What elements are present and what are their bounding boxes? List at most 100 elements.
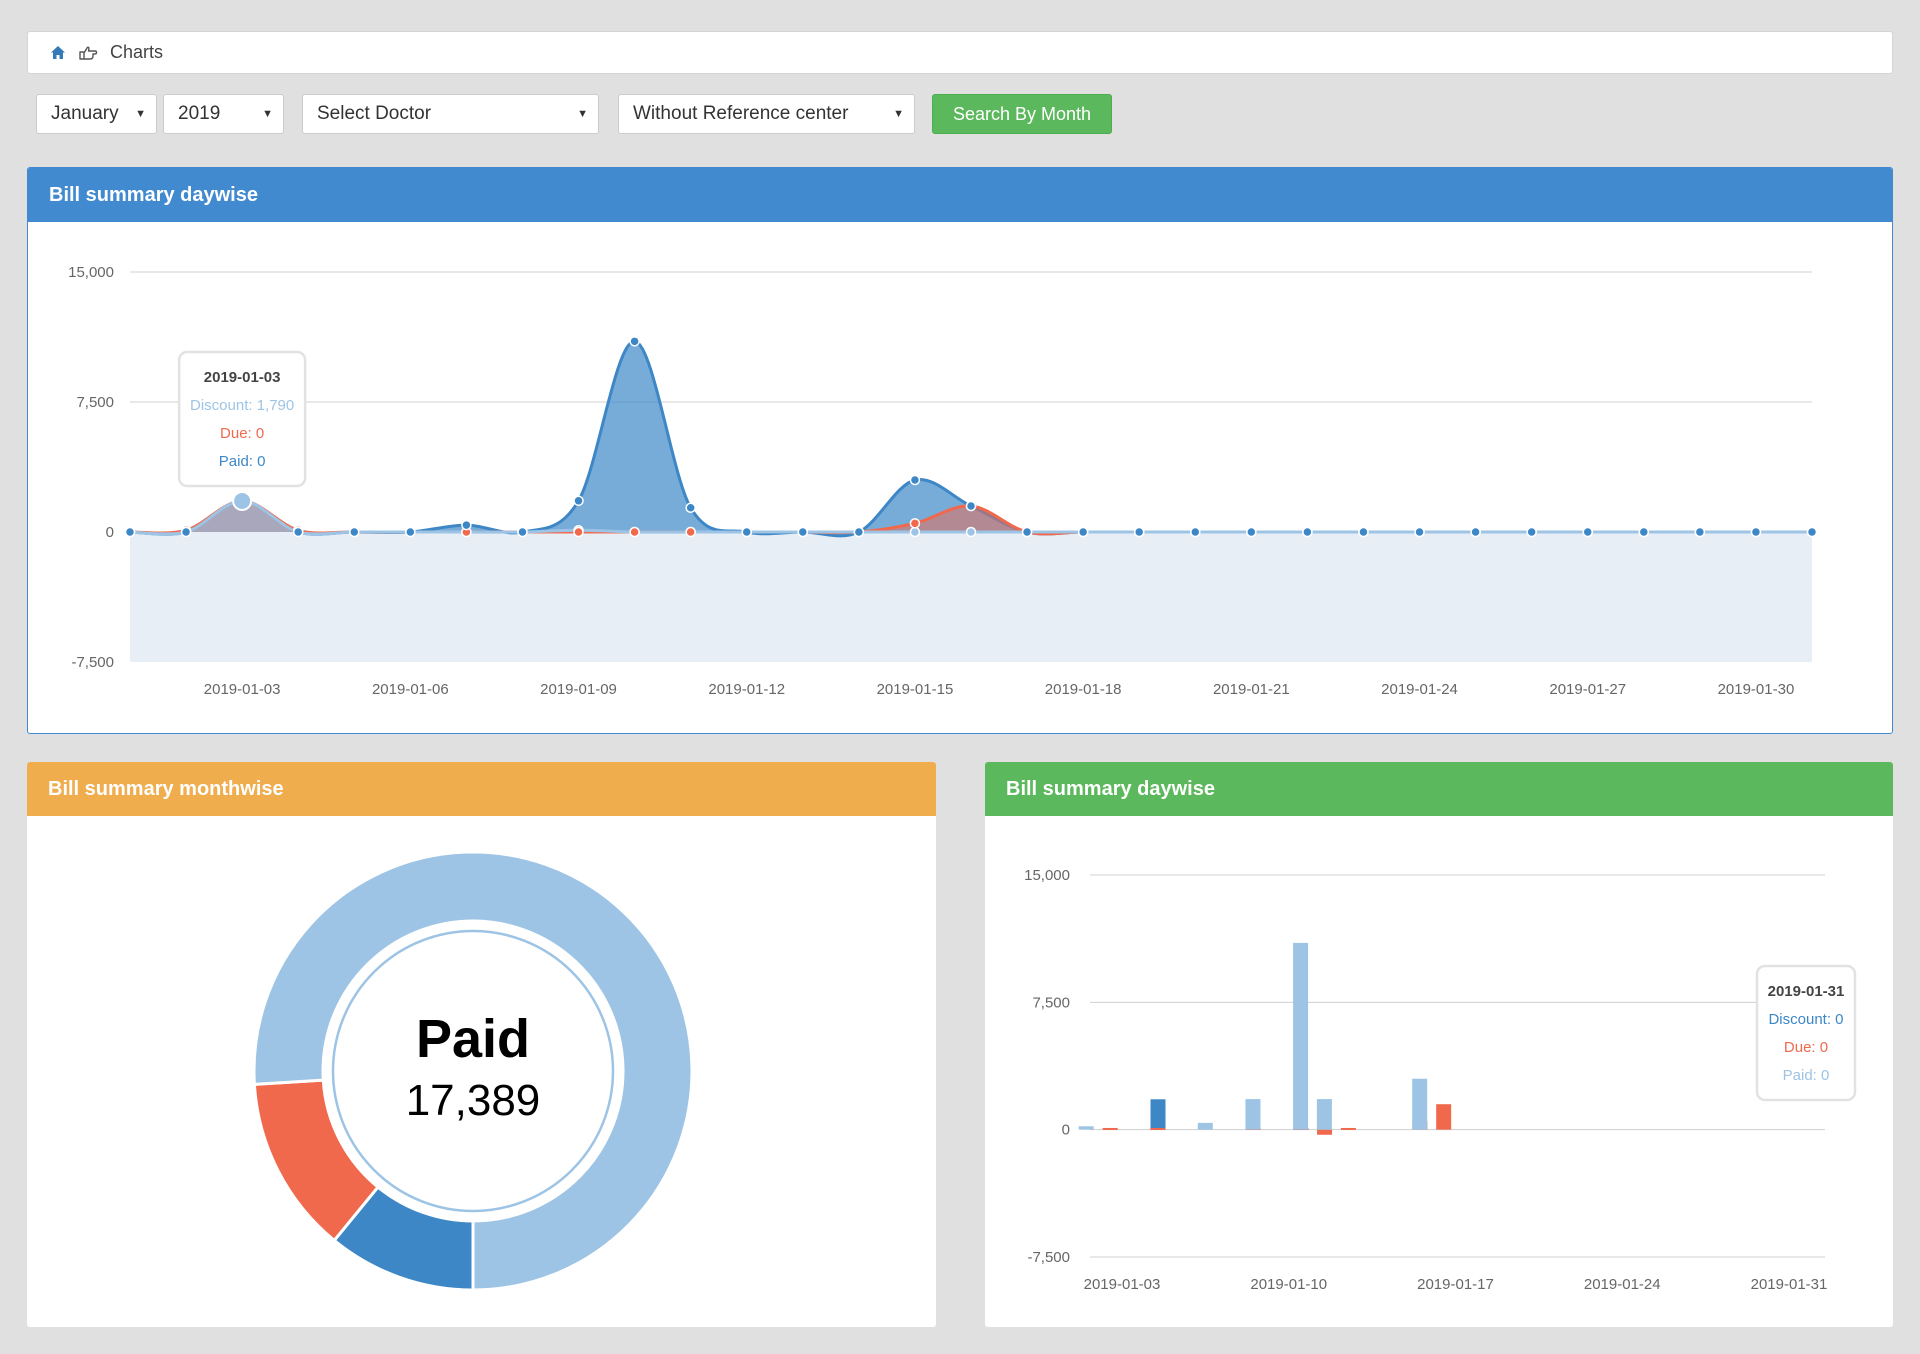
- reference-center-select-value: Without Reference center: [633, 103, 849, 124]
- bar-due: [1317, 1129, 1333, 1135]
- tooltip-line: Due: 0: [220, 425, 264, 442]
- year-select[interactable]: 2019 ▼: [163, 94, 284, 134]
- caret-down-icon: ▼: [893, 108, 904, 120]
- daywise-bar-panel: Bill summary daywise 15,000 7,500 0 -7,500 2…: [985, 762, 1893, 1327]
- breadcrumb-label[interactable]: Charts: [110, 42, 164, 62]
- x-tick-label: 2019-01-17: [1417, 1276, 1494, 1293]
- data-point: [1358, 526, 1369, 538]
- data-point: [797, 526, 809, 538]
- data-point: [1806, 526, 1818, 538]
- donut-center-label: Paid: [416, 1009, 530, 1069]
- data-point: [461, 519, 472, 531]
- panel-title: Bill summary monthwise: [27, 762, 936, 816]
- data-point: [685, 502, 696, 513]
- data-point: [853, 526, 865, 538]
- tooltip-line: Paid: 0: [219, 453, 266, 470]
- y-tick-label: -7,500: [1027, 1249, 1070, 1266]
- x-tick-label: 2019-01-03: [1084, 1276, 1161, 1293]
- bar-discount: [1245, 1099, 1261, 1130]
- data-point: [573, 526, 584, 538]
- bar-due: [1150, 1127, 1166, 1130]
- data-point: [629, 336, 640, 347]
- y-tick-label: 15,000: [68, 264, 114, 281]
- data-point: [1021, 526, 1033, 538]
- x-tick-label: 2019-01-09: [540, 681, 617, 698]
- bar-paid: [1150, 1099, 1166, 1130]
- data-point: [1470, 526, 1481, 538]
- y-tick-label: -7,500: [71, 654, 114, 671]
- data-point: [405, 526, 416, 538]
- daywise-area-panel: Bill summary daywise 15,000 7,500 0 -7,500 2…: [27, 167, 1893, 734]
- month-select[interactable]: January ▼: [36, 94, 157, 134]
- y-tick-label: 15,000: [1024, 867, 1070, 884]
- bar-discount: [1293, 942, 1309, 1130]
- series-area-due: [130, 500, 1812, 534]
- data-point: [909, 474, 921, 486]
- data-point: [573, 495, 584, 507]
- year-select-value: 2019: [178, 103, 221, 124]
- tooltip-box: [177, 350, 307, 488]
- data-point: [1246, 526, 1257, 538]
- y-tick-label: 0: [1062, 1122, 1070, 1139]
- bar-discount: [1078, 1126, 1094, 1130]
- data-point: [349, 526, 360, 538]
- bar-due: [1436, 1104, 1452, 1130]
- x-tick-label: 2019-01-06: [372, 681, 449, 698]
- caret-down-icon: ▼: [262, 108, 273, 120]
- tooltip: 2019-01-31 Discount: 0 Due: 0 Paid: 0: [1755, 964, 1857, 1102]
- data-point: [965, 526, 977, 538]
- donut-slice-paid: [252, 850, 694, 1292]
- data-point: [1077, 526, 1089, 538]
- monthwise-donut-panel: Bill summary monthwise Paid 17,389: [27, 762, 936, 1327]
- panel-title: Bill summary daywise: [28, 168, 1892, 222]
- bar-due: [1340, 1127, 1356, 1130]
- bar-discount: [1412, 1078, 1428, 1130]
- y-tick-label: 7,500: [76, 394, 114, 411]
- panel-title: Bill summary daywise: [985, 762, 1893, 816]
- x-tick-label: 2019-01-24: [1584, 1276, 1661, 1293]
- donut-center-value: 17,389: [406, 1076, 541, 1125]
- data-point: [965, 500, 977, 512]
- reference-center-select[interactable]: Without Reference center ▼: [618, 94, 915, 134]
- doctor-select[interactable]: Select Doctor ▼: [302, 94, 599, 134]
- data-point: [292, 526, 304, 538]
- x-tick-label: 2019-01-21: [1213, 681, 1290, 698]
- tooltip-line: Due: 0: [1784, 1039, 1828, 1056]
- month-select-value: January: [51, 103, 119, 124]
- data-point: [1414, 526, 1425, 538]
- bar-discount: [1316, 1099, 1332, 1130]
- y-tick-label: 0: [106, 524, 114, 541]
- highlight-point: [232, 490, 253, 511]
- data-point: [909, 526, 921, 538]
- data-point: [1638, 526, 1650, 538]
- donut-chart: Paid 17,389: [252, 850, 694, 1292]
- hand-point-right-icon: [78, 43, 98, 63]
- caret-down-icon: ▼: [135, 108, 146, 120]
- y-tick-label: 7,500: [1032, 994, 1070, 1011]
- x-tick-label: 2019-01-03: [204, 681, 281, 698]
- x-tick-label: 2019-01-15: [877, 681, 954, 698]
- data-point: [1694, 526, 1706, 538]
- data-point: [1582, 526, 1593, 538]
- data-point: [124, 526, 136, 538]
- area-chart: 15,000 7,500 0 -7,500 2019-01-03 2019-01-06 20…: [68, 264, 1818, 698]
- data-point: [909, 518, 921, 529]
- tooltip-box: [1755, 964, 1857, 1102]
- search-by-month-button[interactable]: Search By Month: [932, 94, 1112, 134]
- doctor-select-value: Select Doctor: [317, 103, 432, 124]
- tooltip-title: 2019-01-31: [1768, 983, 1845, 1000]
- x-tick-label: 2019-01-18: [1045, 681, 1122, 698]
- x-tick-label: 2019-01-30: [1718, 681, 1795, 698]
- bar-chart: 15,000 7,500 0 -7,500 2019-01-03 2019-01-10 20…: [1024, 867, 1857, 1293]
- data-point: [1302, 526, 1313, 538]
- x-tick-label: 2019-01-10: [1250, 1276, 1327, 1293]
- data-point: [1750, 526, 1762, 538]
- breadcrumb: Charts: [27, 31, 1893, 74]
- tooltip-line: Paid: 0: [1783, 1067, 1830, 1084]
- tooltip-line: Discount: 0: [1768, 1011, 1843, 1028]
- home-icon[interactable]: [48, 43, 68, 63]
- data-point: [1526, 526, 1537, 538]
- x-tick-label: 2019-01-24: [1381, 681, 1458, 698]
- x-tick-label: 2019-01-12: [708, 681, 785, 698]
- data-point: [685, 526, 696, 538]
